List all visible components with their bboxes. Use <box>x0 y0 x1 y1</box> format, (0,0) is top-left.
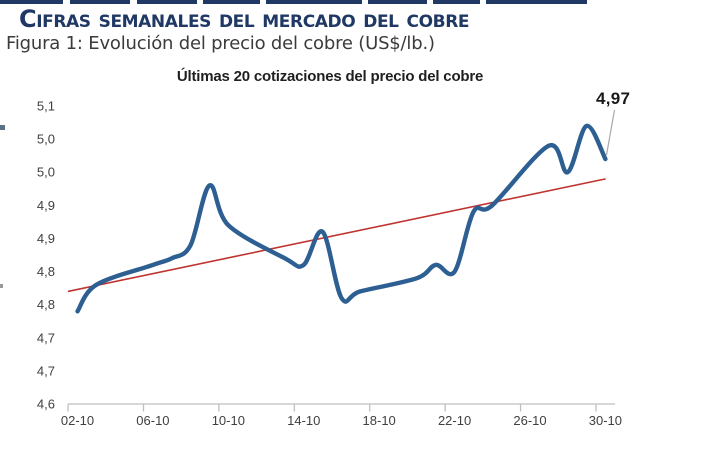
y-tick-label: 4,6 <box>37 397 55 412</box>
x-tick-label: 26-10 <box>513 413 546 428</box>
figure-caption: Figura 1: Evolución del precio del cobre… <box>6 33 435 54</box>
callout-leader-line <box>605 109 616 156</box>
page-title: Cifras semanales del mercado del cobre <box>19 5 470 33</box>
trendline <box>67 178 606 293</box>
clipped-header-text-bar <box>0 0 587 4</box>
y-tick-label: 4,9 <box>37 198 55 213</box>
last-value-callout: 4,97 <box>596 89 631 108</box>
x-tick-label: 06-10 <box>136 413 169 428</box>
y-tick-label: 5,0 <box>37 132 55 147</box>
x-tick-label: 14-10 <box>287 413 320 428</box>
x-tick-label: 22-10 <box>438 413 471 428</box>
chart-title: Últimas 20 cotizaciones del precio del c… <box>176 68 484 85</box>
y-tick-label: 4,7 <box>37 363 55 378</box>
y-tick-label: 4,9 <box>37 231 55 246</box>
y-tick-label: 5,1 <box>37 99 55 114</box>
y-tick-label: 4,8 <box>37 297 55 312</box>
price-line <box>75 123 608 314</box>
clipped-left-margin-artifact <box>0 284 3 288</box>
y-tick-label: 4,8 <box>37 264 55 279</box>
x-tick-label: 10-10 <box>212 413 245 428</box>
y-tick-label: 4,7 <box>37 330 55 345</box>
x-tick-label: 30-10 <box>589 413 622 428</box>
x-tick-label: 02-10 <box>61 413 94 428</box>
y-tick-label: 5,0 <box>37 165 55 180</box>
x-tick-label: 18-10 <box>363 413 396 428</box>
clipped-left-margin-artifact <box>0 125 5 130</box>
